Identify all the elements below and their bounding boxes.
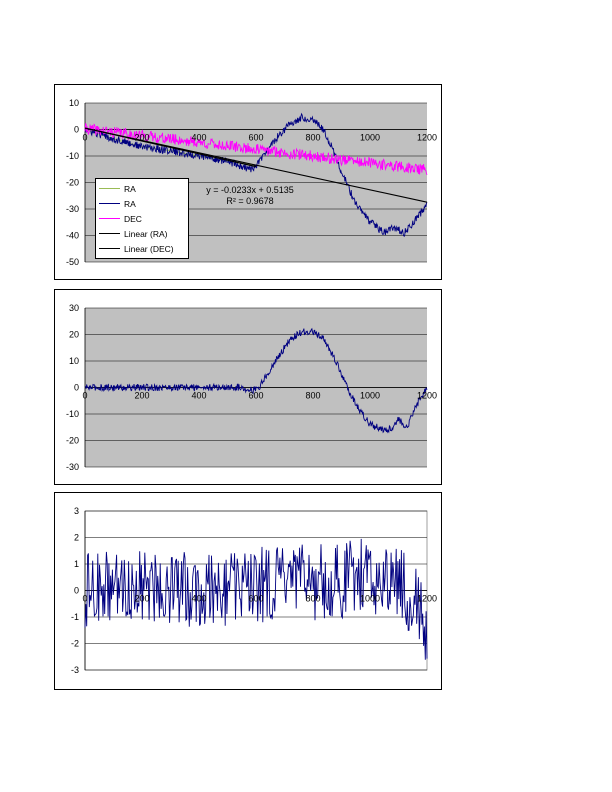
y-tick-label: -2 bbox=[71, 639, 79, 649]
y-tick-label: -50 bbox=[66, 257, 79, 267]
y-tick-label: -40 bbox=[66, 231, 79, 241]
y-tick-label: 1 bbox=[74, 559, 79, 569]
x-tick-label: 600 bbox=[248, 594, 263, 604]
chart-1-legend: RA RA DEC Linear (RA) Linear (DEC) bbox=[95, 178, 189, 259]
legend-label-ra-2: RA bbox=[124, 198, 136, 209]
x-tick-label: 200 bbox=[134, 391, 149, 401]
series-line-linear-dec- bbox=[84, 127, 428, 203]
x-tick-label: 1200 bbox=[417, 594, 437, 604]
x-tick-label: 600 bbox=[248, 391, 263, 401]
legend-item-ra-1: RA bbox=[96, 181, 188, 196]
y-tick-label: 0 bbox=[74, 586, 79, 596]
x-tick-label: 1200 bbox=[417, 133, 437, 143]
trendline-equation-block: y = -0.0233x + 0.5135 R² = 0.9678 bbox=[195, 185, 305, 207]
chart-panel-2: 30 20 10 0 -10 -20 -30 0 200 400 600 800 1000 1200 bbox=[54, 289, 442, 485]
series-line-data bbox=[84, 538, 428, 660]
legend-label-ra-1: RA bbox=[124, 183, 136, 194]
legend-label-linear-dec: Linear (DEC) bbox=[124, 243, 174, 254]
x-tick-label: 400 bbox=[191, 133, 206, 143]
legend-swatch-dec bbox=[99, 218, 120, 219]
y-tick-label: 3 bbox=[74, 506, 79, 516]
x-tick-label: 800 bbox=[305, 391, 320, 401]
y-tick-label: -30 bbox=[66, 204, 79, 214]
y-tick-label: -10 bbox=[66, 151, 79, 161]
legend-item-linear-ra: Linear (RA) bbox=[96, 226, 188, 241]
y-tick-label: 0 bbox=[74, 383, 79, 393]
y-tick-label: 0 bbox=[74, 125, 79, 135]
series-line-data bbox=[84, 327, 428, 434]
x-tick-label: 1200 bbox=[417, 391, 437, 401]
x-tick-label: 1000 bbox=[360, 391, 380, 401]
y-tick-label: -20 bbox=[66, 436, 79, 446]
x-tick-label: 200 bbox=[134, 594, 149, 604]
y-tick-label: -10 bbox=[66, 409, 79, 419]
x-tick-label: 0 bbox=[82, 391, 87, 401]
legend-swatch-linear-ra bbox=[99, 233, 120, 234]
x-tick-label: 1000 bbox=[360, 133, 380, 143]
legend-swatch-ra-2 bbox=[99, 203, 120, 204]
x-tick-label: 800 bbox=[305, 594, 320, 604]
y-tick-label: -3 bbox=[71, 665, 79, 675]
x-tick-label: 0 bbox=[82, 594, 87, 604]
y-tick-label: -1 bbox=[71, 612, 79, 622]
legend-item-ra-2: RA bbox=[96, 196, 188, 211]
y-tick-label: -30 bbox=[66, 462, 79, 472]
x-tick-label: 1000 bbox=[360, 594, 380, 604]
x-tick-label: 200 bbox=[134, 133, 149, 143]
legend-item-dec: DEC bbox=[96, 211, 188, 226]
y-tick-label: 30 bbox=[69, 303, 79, 313]
y-tick-label: 2 bbox=[74, 533, 79, 543]
x-tick-label: 400 bbox=[191, 594, 206, 604]
chart-panel-1: 10 0 -10 -20 -30 -40 -50 0 200 400 600 800 1000 1200 … bbox=[54, 84, 442, 280]
x-tick-label: 800 bbox=[305, 133, 320, 143]
legend-swatch-ra-1 bbox=[99, 188, 120, 189]
legend-label-dec: DEC bbox=[124, 213, 142, 224]
trendline-r-squared: R² = 0.9678 bbox=[226, 196, 274, 206]
y-tick-label: 10 bbox=[69, 356, 79, 366]
legend-item-linear-dec: Linear (DEC) bbox=[96, 241, 188, 256]
y-tick-label: -20 bbox=[66, 178, 79, 188]
y-tick-label: 20 bbox=[69, 330, 79, 340]
y-tick-label: 10 bbox=[69, 98, 79, 108]
legend-swatch-linear-dec bbox=[99, 248, 120, 249]
legend-label-linear-ra: Linear (RA) bbox=[124, 228, 168, 239]
series-line-dec bbox=[84, 123, 428, 175]
x-tick-label: 0 bbox=[82, 133, 87, 143]
trendline-equation: y = -0.0233x + 0.5135 bbox=[206, 185, 294, 195]
chart-panel-3: 3 2 1 0 -1 -2 -3 0 200 400 600 800 1000 1200 bbox=[54, 492, 442, 690]
x-tick-label: 400 bbox=[191, 391, 206, 401]
x-tick-label: 600 bbox=[248, 133, 263, 143]
